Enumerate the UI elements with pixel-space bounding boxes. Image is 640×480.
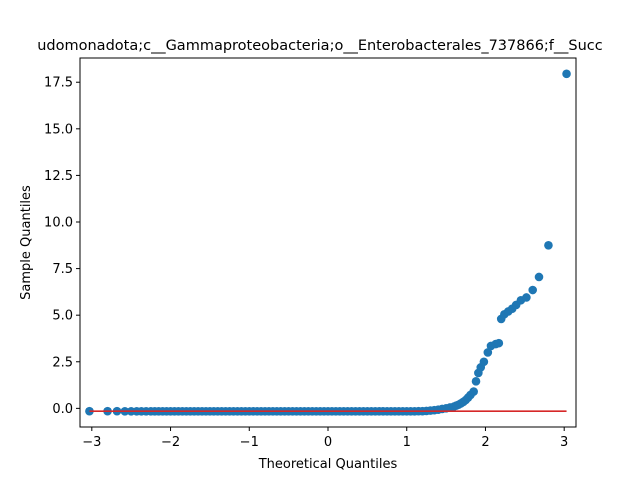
x-tick-label: 2	[481, 435, 489, 450]
y-tick-label: 0.0	[52, 402, 73, 417]
data-point	[522, 293, 531, 302]
x-tick-label: 3	[560, 435, 568, 450]
y-tick-label: 15.0	[44, 122, 73, 137]
y-tick-label: 5.0	[52, 309, 73, 324]
data-point	[479, 357, 489, 367]
x-axis-ticks: −3 −2 −1 0 1 2 3	[82, 427, 568, 450]
plot-area	[85, 69, 571, 416]
x-axis-title: Theoretical Quantiles	[258, 457, 398, 472]
y-tick-label: 17.5	[44, 76, 73, 91]
y-tick-label: 10.0	[44, 216, 73, 231]
data-point	[494, 338, 504, 348]
x-tick-label: 0	[324, 435, 332, 450]
y-axis-title: Sample Quantiles	[19, 185, 34, 300]
x-tick-label: −3	[82, 435, 101, 450]
data-point	[562, 69, 571, 79]
data-point	[528, 285, 537, 295]
plot-title: udomonadota;c__Gammaproteobacteria;o__En…	[37, 38, 603, 54]
x-tick-label: −1	[240, 435, 259, 450]
x-tick-label: −2	[161, 435, 180, 450]
y-tick-label: 7.5	[52, 262, 73, 277]
data-point	[471, 377, 481, 386]
x-tick-label: 1	[403, 435, 411, 450]
data-point	[483, 348, 493, 357]
y-axis-ticks: 0.0 2.5 5.0 7.5 10.0 12.5 15.0 17.5	[44, 76, 80, 417]
data-point	[534, 272, 544, 282]
data-point	[544, 241, 553, 250]
y-tick-label: 12.5	[44, 169, 73, 184]
data-point	[469, 387, 478, 396]
y-tick-label: 2.5	[52, 355, 73, 370]
